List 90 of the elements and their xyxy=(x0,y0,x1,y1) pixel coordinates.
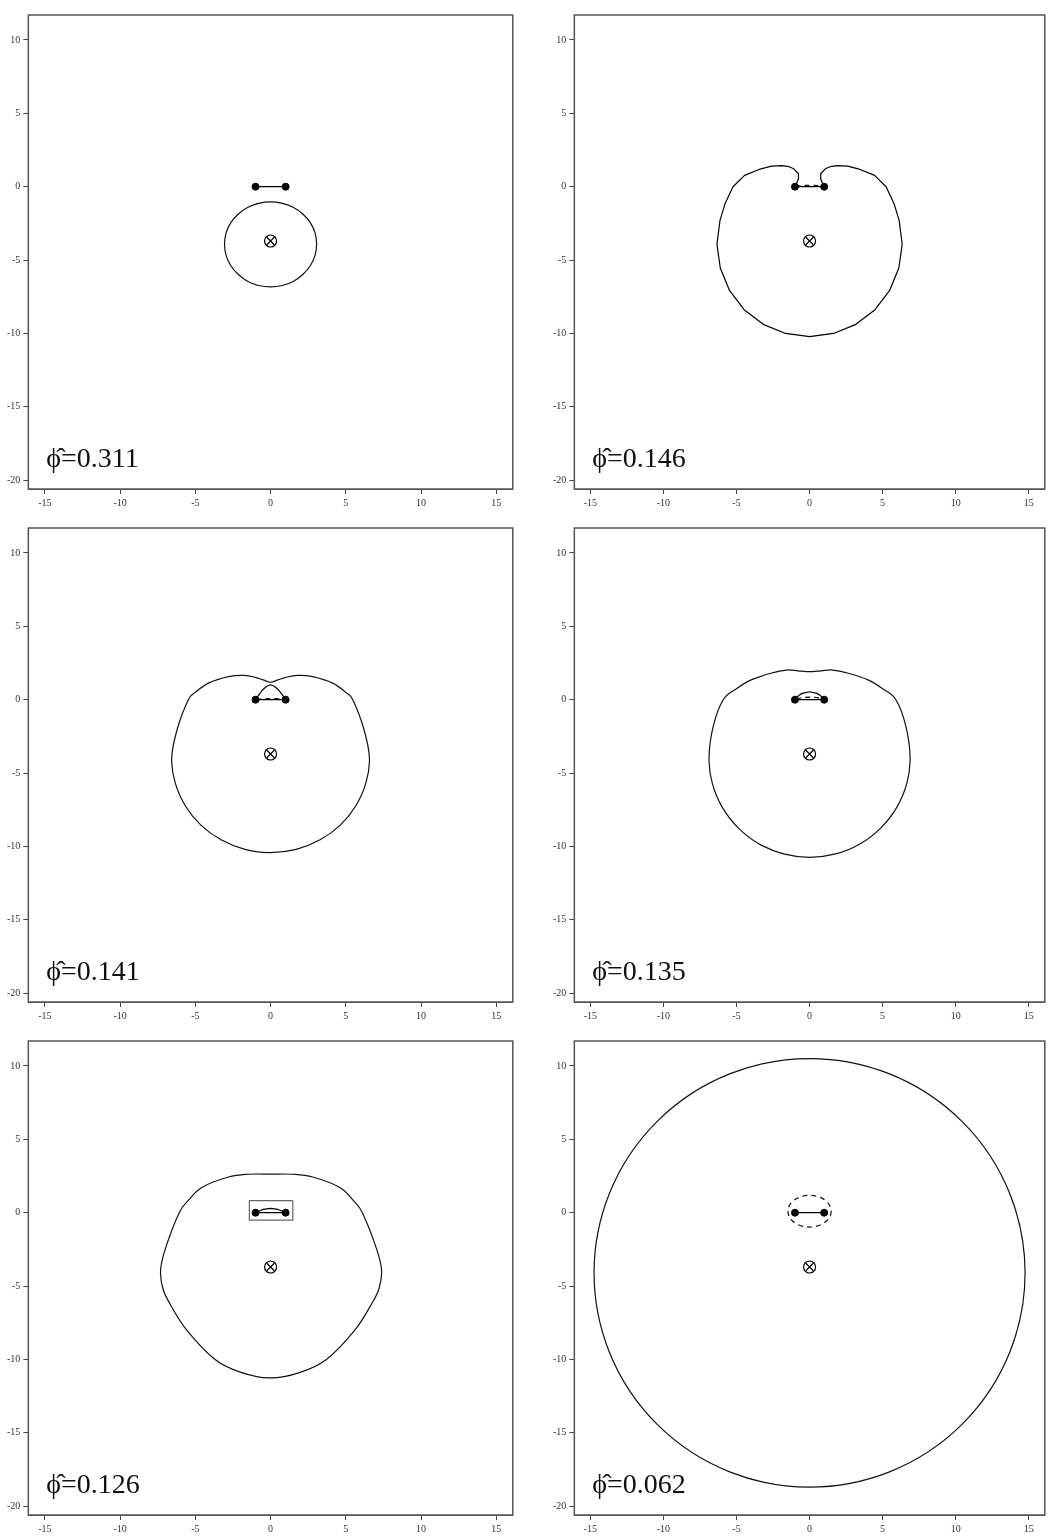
x-tick-label: -10 xyxy=(113,1009,127,1021)
y-tick-label: -20 xyxy=(552,473,567,485)
x-tick-label: 0 xyxy=(807,1522,813,1534)
x-tick-label: 0 xyxy=(268,1522,274,1534)
x-tick-label: 5 xyxy=(343,1009,349,1021)
y-tick-label: 5 xyxy=(15,106,21,118)
x-tick-label: 15 xyxy=(491,496,502,508)
x-tick-label: -15 xyxy=(583,1522,598,1534)
y-tick-label: -20 xyxy=(552,986,567,998)
x-tick-label: -15 xyxy=(583,1009,598,1021)
y-tick-label: 5 xyxy=(561,619,567,631)
x-tick-label: 0 xyxy=(268,1009,274,1021)
x-tick-label: -10 xyxy=(113,496,127,508)
y-tick-label: -10 xyxy=(552,840,567,852)
x-tick-label: -5 xyxy=(732,496,741,508)
x-tick-label: 10 xyxy=(416,496,427,508)
x-tick-label: 5 xyxy=(880,1009,886,1021)
annotation: ϕ̂=0.146 xyxy=(592,442,686,473)
y-tick-label: -10 xyxy=(552,1353,567,1365)
annotation: ϕ̂=0.135 xyxy=(592,955,686,986)
x-tick-label: -5 xyxy=(191,496,200,508)
y-tick-label: -5 xyxy=(11,1279,21,1291)
x-tick-label: 10 xyxy=(416,1522,427,1534)
x-tick-label: -15 xyxy=(38,1522,52,1534)
x-tick-label: -5 xyxy=(732,1009,741,1021)
y-tick-label: -10 xyxy=(552,327,567,339)
annotation: ϕ̂=0.126 xyxy=(46,1468,140,1499)
y-tick-label: 5 xyxy=(15,619,21,631)
x-tick-label: 5 xyxy=(343,1522,349,1534)
y-tick-label: -10 xyxy=(6,327,21,339)
x-tick-label: 15 xyxy=(1023,496,1034,508)
x-tick-label: 5 xyxy=(343,496,349,508)
annotation: ϕ̂=0.311 xyxy=(46,442,139,473)
y-tick-label: -20 xyxy=(6,986,21,998)
x-tick-label: 0 xyxy=(268,496,274,508)
annotation: ϕ̂=0.141 xyxy=(46,955,140,986)
y-tick-label: 0 xyxy=(15,1206,21,1218)
y-tick-label: -15 xyxy=(6,913,21,925)
x-tick-label: -5 xyxy=(732,1522,741,1534)
y-tick-label: 10 xyxy=(10,546,21,558)
x-tick-label: -5 xyxy=(191,1522,200,1534)
y-tick-label: -10 xyxy=(6,1353,21,1365)
x-tick-label: 0 xyxy=(807,1009,813,1021)
x-tick-label: 15 xyxy=(1023,1522,1034,1534)
y-tick-label: -15 xyxy=(552,400,567,412)
y-tick-label: -20 xyxy=(6,473,21,485)
y-tick-label: 5 xyxy=(15,1132,21,1144)
y-tick-label: 10 xyxy=(10,33,21,45)
y-tick-label: 10 xyxy=(10,1059,21,1071)
y-tick-label: -15 xyxy=(6,400,21,412)
annotation: ϕ̂=0.062 xyxy=(592,1468,686,1499)
y-tick-label: -10 xyxy=(6,840,21,852)
x-tick-label: 15 xyxy=(491,1009,502,1021)
y-tick-label: -5 xyxy=(557,1279,567,1291)
y-tick-label: -15 xyxy=(552,1426,567,1438)
x-tick-label: 5 xyxy=(880,1522,886,1534)
x-tick-label: 10 xyxy=(950,1522,961,1534)
y-tick-label: -15 xyxy=(552,913,567,925)
x-tick-label: -10 xyxy=(656,1009,671,1021)
x-tick-label: -15 xyxy=(38,496,52,508)
y-tick-label: 0 xyxy=(561,180,567,192)
y-tick-label: -5 xyxy=(11,253,21,265)
x-tick-label: -10 xyxy=(656,1522,671,1534)
x-tick-label: 0 xyxy=(807,496,813,508)
y-tick-label: 0 xyxy=(561,693,567,705)
y-tick-label: 5 xyxy=(561,1132,567,1144)
x-tick-label: 10 xyxy=(416,1009,427,1021)
y-tick-label: -5 xyxy=(11,766,21,778)
x-tick-label: 10 xyxy=(950,496,961,508)
y-tick-label: 10 xyxy=(556,33,567,45)
x-tick-label: -15 xyxy=(583,496,598,508)
y-tick-label: 10 xyxy=(556,1059,567,1071)
x-tick-label: -5 xyxy=(191,1009,200,1021)
x-tick-label: 5 xyxy=(880,496,886,508)
x-tick-label: 15 xyxy=(491,1522,502,1534)
y-tick-label: 10 xyxy=(556,546,567,558)
x-tick-label: -10 xyxy=(656,496,671,508)
y-tick-label: -20 xyxy=(552,1499,567,1511)
x-tick-label: -10 xyxy=(113,1522,127,1534)
y-tick-label: 0 xyxy=(561,1206,567,1218)
y-tick-label: -5 xyxy=(557,766,567,778)
x-tick-label: 10 xyxy=(950,1009,961,1021)
x-tick-label: 15 xyxy=(1023,1009,1034,1021)
x-tick-label: -15 xyxy=(38,1009,52,1021)
y-tick-label: 0 xyxy=(15,693,21,705)
y-tick-label: 5 xyxy=(561,106,567,118)
y-tick-label: -5 xyxy=(557,253,567,265)
y-tick-label: -20 xyxy=(6,1499,21,1511)
y-tick-label: 0 xyxy=(15,180,21,192)
y-tick-label: -15 xyxy=(6,1426,21,1438)
